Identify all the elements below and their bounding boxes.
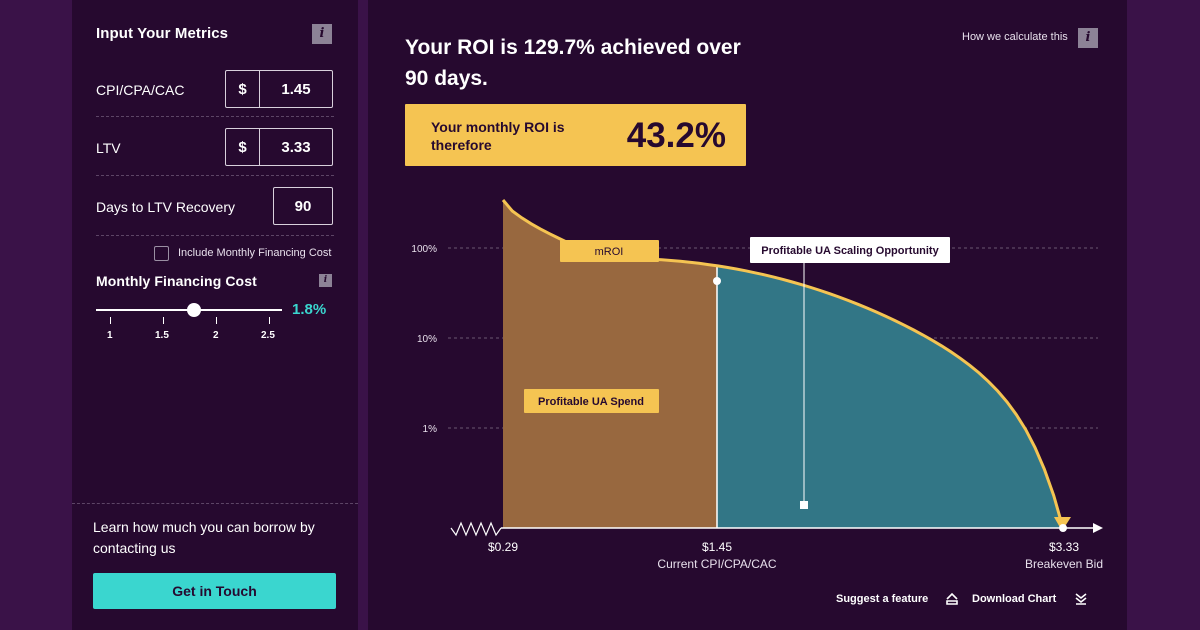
cpi-currency: $ (226, 71, 260, 107)
divider (96, 175, 334, 176)
breakeven-point (1059, 524, 1067, 532)
x-tick-label: $3.33 (1049, 540, 1079, 554)
scaling-opportunity-area (717, 265, 1063, 528)
slider-tick (163, 317, 164, 324)
y-tick-label: 10% (417, 334, 437, 345)
current-cpi-point (713, 277, 721, 285)
days-label: Days to LTV Recovery (96, 199, 236, 215)
monthly-roi-value: 43.2% (626, 116, 726, 155)
how-we-calculate-link[interactable]: How we calculate this (962, 31, 1068, 43)
curve-arrowhead (1054, 517, 1071, 531)
x-tick-sublabel: Current CPI/CPA/CAC (657, 557, 776, 571)
borrow-text: Learn how much you can borrow by contact… (93, 519, 315, 556)
y-tick-label: 1% (423, 424, 438, 435)
info-icon[interactable]: i (312, 24, 332, 44)
financing-checkbox[interactable] (154, 246, 169, 261)
mroi-label: mROI (595, 246, 624, 258)
cpi-input[interactable]: $ 1.45 (225, 70, 333, 108)
roi-headline: Your ROI is 129.7% achieved over 90 days… (405, 36, 741, 90)
divider (96, 116, 334, 117)
spend-label-bg (524, 389, 659, 413)
ltv-currency: $ (226, 129, 260, 165)
lightbulb-icon[interactable] (945, 592, 959, 606)
info-icon[interactable]: i (319, 274, 332, 287)
cpi-value[interactable]: 1.45 (281, 80, 311, 98)
roi-chart: mROI Profitable UA Scaling Opportunity P… (411, 199, 1103, 571)
financing-slider-thumb[interactable] (187, 303, 201, 317)
slider-tick (269, 317, 270, 324)
sidebar-title: Input Your Metrics (96, 25, 229, 42)
slider-tick-label: 1.5 (155, 330, 169, 341)
ltv-input[interactable]: $ 3.33 (225, 128, 333, 166)
slider-tick-label: 2 (213, 330, 219, 341)
slider-tick-label: 1 (107, 330, 113, 341)
y-tick-label: 100% (411, 244, 437, 255)
financing-checkbox-label: Include Monthly Financing Cost (178, 247, 332, 259)
mroi-label-bg (560, 240, 659, 262)
days-value[interactable]: 90 (294, 197, 312, 215)
cpi-label: CPI/CPA/CAC (96, 82, 185, 98)
monthly-roi-label: Your monthly ROI is therefore (431, 119, 565, 153)
x-tick-label: $0.29 (488, 540, 518, 554)
x-tick-sublabel: Breakeven Bid (1025, 557, 1103, 571)
x-tick-label: $1.45 (702, 540, 732, 554)
ltv-value[interactable]: 3.33 (281, 138, 311, 156)
financing-slider-value: 1.8% (292, 301, 327, 318)
slider-tick-label: 2.5 (261, 330, 275, 341)
get-in-touch-button[interactable]: Get in Touch (93, 573, 336, 609)
slider-tick (110, 317, 111, 324)
monthly-roi-box: Your monthly ROI is therefore 43.2% (405, 104, 746, 166)
divider (96, 235, 334, 236)
profitable-spend-area (503, 200, 717, 528)
slider-tick (216, 317, 217, 324)
scaling-opportunity-label: Profitable UA Scaling Opportunity (761, 245, 939, 257)
days-input[interactable]: 90 (273, 187, 333, 225)
x-axis-arrow (1093, 523, 1103, 533)
metrics-sidebar: Input Your Metrics i CPI/CPA/CAC $ 1.45 … (72, 0, 358, 630)
callout-anchor (800, 501, 808, 509)
profitable-spend-label: Profitable UA Spend (538, 396, 644, 408)
results-panel: Your ROI is 129.7% achieved over 90 days… (368, 0, 1127, 630)
ltv-label: LTV (96, 140, 121, 156)
download-icon[interactable] (1074, 592, 1088, 606)
financing-title: Monthly Financing Cost (96, 273, 257, 289)
download-chart-link[interactable]: Download Chart (972, 593, 1057, 605)
scaling-label-bg (750, 237, 950, 263)
info-icon[interactable]: i (1078, 28, 1098, 48)
axis-break-icon (450, 521, 502, 537)
suggest-feature-link[interactable]: Suggest a feature (836, 593, 929, 605)
divider (72, 503, 358, 504)
